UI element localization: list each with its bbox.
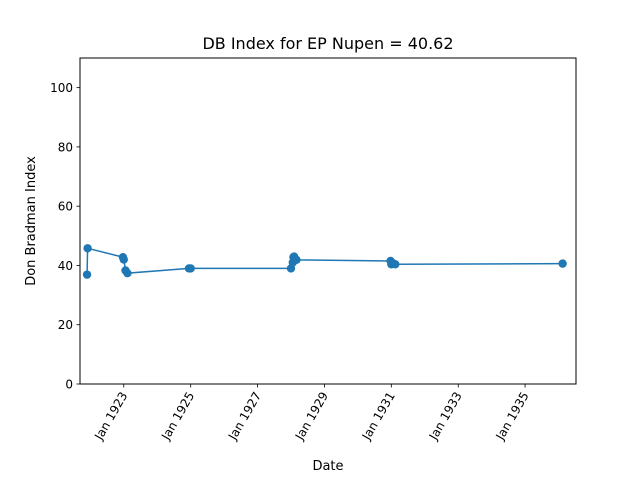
chart-title: DB Index for EP Nupen = 40.62: [202, 34, 453, 53]
data-point: [83, 244, 92, 253]
x-axis: Jan 1923 Jan 1925 Jan 1927 Jan 1929 Jan 1931…: [91, 384, 532, 444]
y-tick-label: 100: [50, 81, 73, 95]
data-point: [391, 260, 400, 269]
x-tick-label: Jan 1935: [493, 390, 532, 444]
data-point: [558, 259, 567, 268]
x-tick-label: Jan 1923: [91, 390, 130, 444]
y-axis-label: Don Bradman Index: [24, 156, 39, 286]
x-tick-label: Jan 1931: [359, 390, 398, 444]
x-tick-label: Jan 1925: [158, 390, 197, 444]
y-tick-label: 0: [65, 378, 73, 392]
x-tick-label: Jan 1933: [426, 390, 465, 444]
data-point: [82, 270, 92, 279]
plot-area: [82, 244, 567, 279]
data-point: [119, 255, 128, 264]
data-point: [186, 264, 195, 273]
data-point: [292, 255, 301, 265]
y-tick-label: 20: [58, 318, 73, 332]
y-tick-label: 40: [58, 259, 73, 273]
y-tick-label: 80: [58, 140, 73, 154]
y-axis: 0 20 40 60 80 100: [50, 81, 80, 392]
axes-frame: [79, 57, 577, 385]
series-line: [86, 247, 563, 275]
x-tick-label: Jan 1929: [292, 390, 331, 444]
x-axis-label: Date: [312, 459, 343, 474]
y-tick-label: 60: [58, 200, 73, 214]
data-point: [123, 268, 132, 278]
x-tick-label: Jan 1927: [225, 390, 264, 444]
